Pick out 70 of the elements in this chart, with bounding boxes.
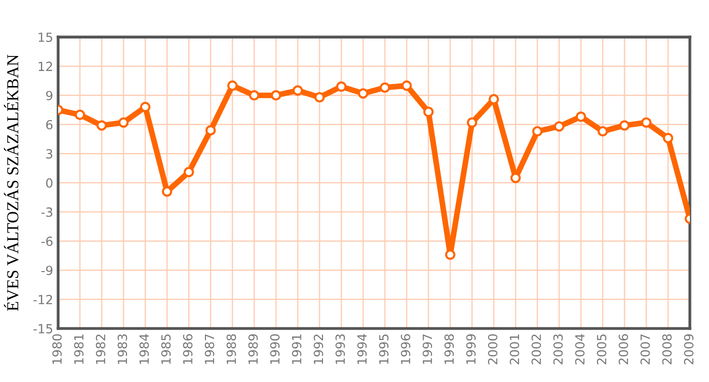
point bbox=[74, 110, 86, 120]
point bbox=[641, 117, 652, 128]
x-tick-label: 2004 bbox=[575, 334, 585, 364]
x-tick-label: 1997 bbox=[422, 334, 432, 364]
x-tick-label: 2009 bbox=[684, 334, 694, 364]
x-tick-label: 2001 bbox=[510, 334, 520, 364]
point bbox=[248, 90, 260, 101]
point bbox=[336, 81, 347, 92]
point bbox=[380, 82, 390, 93]
x-tick-label: 1995 bbox=[379, 334, 389, 364]
point bbox=[184, 166, 194, 178]
y-tick-label: 12 bbox=[38, 62, 52, 71]
x-tick-label: 1992 bbox=[314, 334, 324, 364]
x-tick-label: 2000 bbox=[488, 334, 498, 364]
x-tick-label: 1984 bbox=[139, 334, 149, 364]
y-tick-label: -3 bbox=[41, 207, 52, 217]
point bbox=[554, 121, 564, 132]
y-tick-label: -15 bbox=[33, 324, 52, 334]
y-tick-label: 0 bbox=[46, 178, 52, 188]
x-tick-label: 1989 bbox=[248, 334, 258, 364]
x-tick-label: 1985 bbox=[161, 334, 171, 364]
point bbox=[205, 125, 216, 136]
point bbox=[423, 106, 434, 118]
point bbox=[292, 85, 303, 96]
y-tick-label: 6 bbox=[46, 120, 52, 130]
point bbox=[445, 249, 456, 260]
x-tick-label: 1987 bbox=[204, 334, 214, 364]
point bbox=[662, 132, 674, 144]
point bbox=[140, 102, 150, 112]
x-tick-label: 1980 bbox=[52, 334, 62, 364]
x-tick-label: 1988 bbox=[226, 334, 236, 364]
point bbox=[118, 117, 129, 128]
y-tick-label: 9 bbox=[46, 90, 52, 100]
y-tick-label: -9 bbox=[41, 266, 52, 276]
x-tick-label: 1983 bbox=[118, 334, 128, 364]
x-tick-label: 2007 bbox=[640, 334, 650, 364]
point bbox=[401, 80, 412, 91]
x-tick-label: 1994 bbox=[357, 334, 367, 364]
y-tick-label: 15 bbox=[38, 32, 52, 42]
x-tick-label: 1991 bbox=[292, 334, 302, 364]
x-tick-label: 2002 bbox=[532, 334, 541, 364]
x-tick-label: 1986 bbox=[183, 334, 192, 364]
y-axis-title: ÉVES VÁLTOZÁS SZÁZALÉKBAN bbox=[4, 54, 18, 311]
x-tick-label: 1982 bbox=[96, 334, 106, 364]
point bbox=[510, 172, 521, 184]
point bbox=[162, 186, 172, 197]
y-tick-label: -12 bbox=[33, 294, 52, 304]
x-tick-label: 2005 bbox=[596, 334, 606, 364]
point bbox=[270, 90, 282, 101]
point bbox=[314, 92, 325, 102]
x-tick-label: 2008 bbox=[662, 334, 672, 364]
point bbox=[598, 126, 608, 137]
x-tick-label: 2006 bbox=[618, 334, 628, 364]
x-tick-label: 1990 bbox=[270, 334, 280, 364]
y-tick-label: -6 bbox=[41, 236, 52, 246]
point bbox=[576, 112, 586, 122]
x-tick-label: 1998 bbox=[444, 334, 454, 364]
x-tick-label: 1993 bbox=[335, 334, 345, 364]
y-tick-label: 3 bbox=[46, 149, 52, 159]
point bbox=[466, 117, 478, 128]
x-tick-label: 1996 bbox=[400, 334, 410, 364]
x-tick-label: 1981 bbox=[74, 334, 84, 364]
point bbox=[488, 94, 500, 104]
point bbox=[96, 120, 107, 131]
point bbox=[619, 120, 630, 131]
x-tick-label: 2003 bbox=[553, 334, 563, 364]
point bbox=[532, 126, 543, 137]
point bbox=[358, 88, 368, 99]
x-tick-label: 1999 bbox=[466, 334, 476, 364]
point bbox=[227, 80, 238, 91]
